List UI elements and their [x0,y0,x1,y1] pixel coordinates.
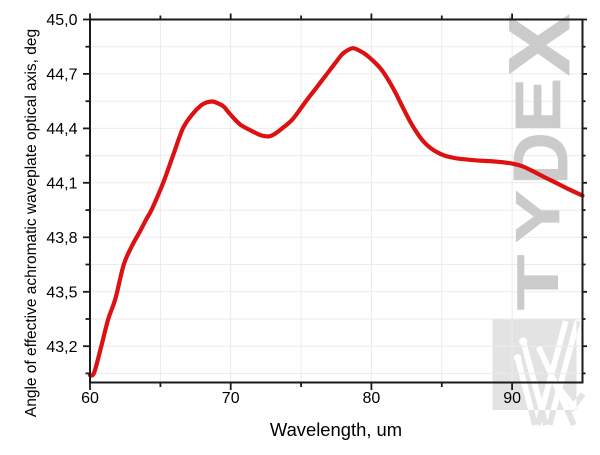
svg-text:43,2: 43,2 [46,339,77,356]
svg-text:43,5: 43,5 [46,285,77,302]
svg-text:Y: Y [503,190,573,243]
svg-text:T: T [505,254,571,310]
svg-text:Wavelength, um: Wavelength, um [270,419,402,440]
svg-text:X: X [492,14,588,76]
svg-text:44,1: 44,1 [46,176,77,193]
svg-text:70: 70 [222,390,240,407]
svg-text:45,0: 45,0 [46,12,77,29]
svg-text:E: E [502,78,574,133]
svg-text:Angle of effective achromatic: Angle of effective achromatic waveplate … [23,29,40,417]
svg-text:60: 60 [81,390,99,407]
svg-text:80: 80 [363,390,381,407]
svg-text:44,7: 44,7 [46,67,77,84]
svg-text:43,8: 43,8 [46,230,77,247]
svg-text:44,4: 44,4 [46,121,77,138]
svg-text:90: 90 [503,390,521,407]
